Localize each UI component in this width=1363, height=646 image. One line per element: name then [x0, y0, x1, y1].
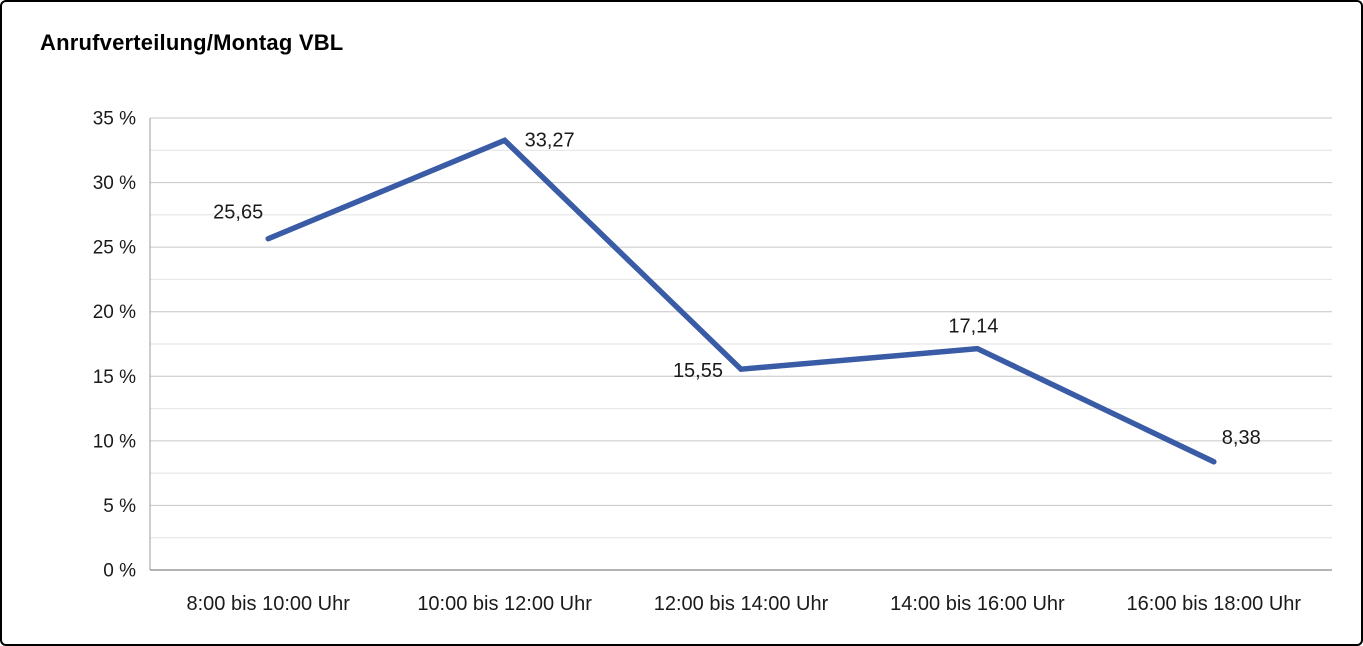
y-tick-label: 20 %	[93, 302, 136, 323]
y-tick-label: 0 %	[103, 561, 136, 582]
chart-title: Anrufverteilung/Montag VBL	[40, 30, 344, 55]
data-label: 25,65	[213, 202, 263, 224]
x-category-label: 16:00 bis 18:00 Uhr	[1127, 593, 1302, 615]
y-tick-label: 10 %	[93, 431, 136, 452]
x-category-label: 8:00 bis 10:00 Uhr	[186, 593, 350, 615]
major-gridlines	[150, 117, 1332, 506]
y-tick-label: 15 %	[93, 367, 136, 388]
data-label: 17,14	[948, 316, 998, 338]
x-category-label: 12:00 bis 14:00 Uhr	[654, 593, 829, 615]
y-tick-label: 25 %	[93, 238, 136, 259]
data-label: 33,27	[525, 129, 575, 151]
data-label: 8,38	[1222, 427, 1261, 449]
data-labels: 25,65 33,27 15,55 17,14 8,38	[213, 129, 1261, 448]
x-category-label: 14:00 bis 16:00 Uhr	[890, 593, 1065, 615]
y-axis-tick-labels: 0 % 5 % 10 % 15 % 20 % 25 % 30 % 35 %	[93, 109, 136, 582]
x-axis-category-labels: 8:00 bis 10:00 Uhr 10:00 bis 12:00 Uhr 12:…	[186, 593, 1301, 615]
minor-gridlines	[150, 149, 1332, 539]
data-label: 15,55	[673, 360, 723, 382]
y-tick-label: 5 %	[103, 496, 136, 517]
y-tick-label: 30 %	[93, 173, 136, 194]
x-category-label: 10:00 bis 12:00 Uhr	[417, 593, 592, 615]
y-tick-label: 35 %	[93, 109, 136, 130]
data-line	[265, 137, 1217, 465]
